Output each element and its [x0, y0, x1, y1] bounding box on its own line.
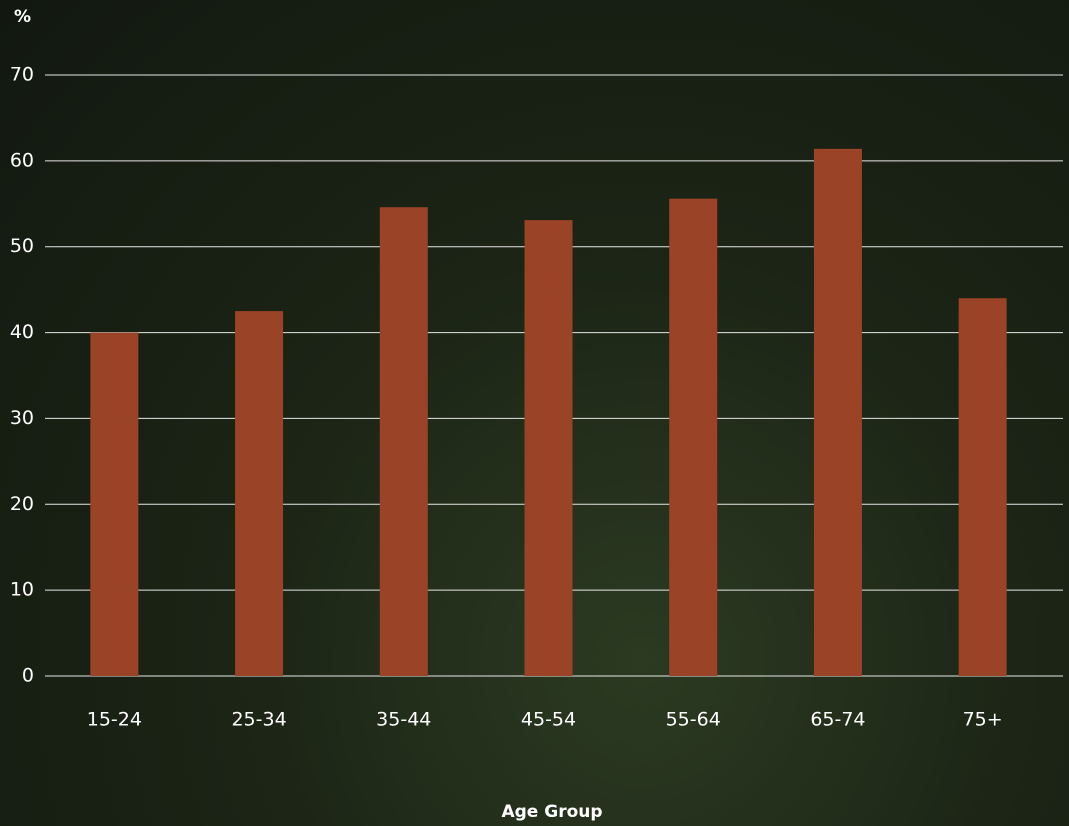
x-tick-label: 35-44: [376, 709, 431, 731]
y-tick-label: 40: [10, 321, 34, 343]
y-tick-label: 70: [10, 64, 34, 86]
x-tick-label: 75+: [963, 709, 1003, 731]
x-axis-label: Age Group: [501, 802, 602, 822]
bar: [958, 298, 1007, 676]
bar: [813, 148, 862, 676]
x-tick-label: 45-54: [521, 709, 576, 731]
x-tick-label: 25-34: [231, 709, 286, 731]
bar: [524, 220, 573, 676]
y-tick-label: 10: [10, 579, 34, 601]
x-tick-label: 15-24: [87, 709, 142, 731]
y-tick-label: 60: [10, 149, 34, 171]
bar: [379, 207, 428, 676]
x-tick-label: 65-74: [810, 709, 865, 731]
y-tick-label: 0: [22, 665, 34, 687]
y-tick-label: 30: [10, 407, 34, 429]
bar: [90, 332, 139, 676]
x-tick-label: 55-64: [666, 709, 721, 731]
bar: [669, 198, 718, 677]
y-tick-label: 50: [10, 235, 34, 257]
bar: [235, 311, 284, 676]
y-axis-label: %: [14, 7, 31, 27]
y-tick-label: 20: [10, 493, 34, 515]
